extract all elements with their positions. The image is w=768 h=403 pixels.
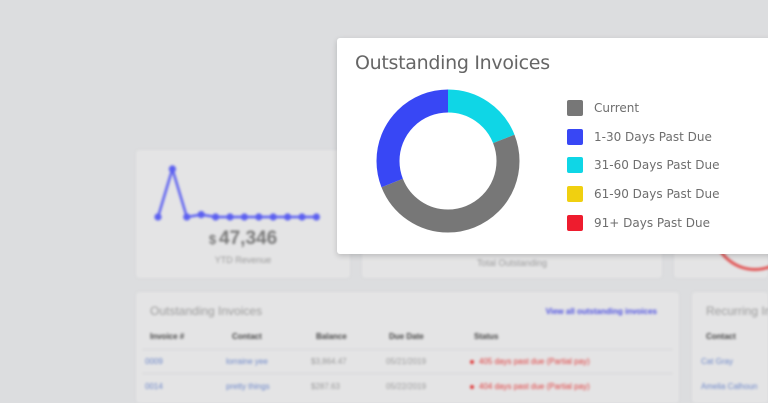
legend-item[interactable]: Current	[567, 94, 720, 123]
legend-item[interactable]: 31-60 Days Past Due	[567, 151, 720, 180]
invoice-number-link[interactable]: 0014	[145, 382, 163, 391]
donut-segment[interactable]	[376, 89, 520, 233]
legend-item[interactable]: 61-90 Days Past Due	[567, 180, 720, 209]
legend-label: 1-30 Days Past Due	[594, 129, 712, 144]
legend-swatch-icon	[567, 157, 583, 174]
legend-item[interactable]: 91+ Days Past Due	[567, 208, 720, 237]
col-invoice[interactable]: Invoice #	[150, 332, 185, 341]
balance: $3,864.47	[311, 357, 347, 366]
contact-link[interactable]: lorraine yee	[226, 357, 268, 366]
col-balance[interactable]: Balance	[316, 332, 347, 341]
legend-swatch-icon	[567, 100, 583, 117]
donut-chart	[376, 89, 520, 233]
recurring-contact-link[interactable]: Amelia Calhoun	[701, 382, 758, 391]
table-title: Outstanding Invoices	[150, 304, 263, 318]
recurring-invoices-card: Recurring In Contact Cat Gray Amelia Cal…	[692, 292, 768, 403]
outstanding-invoices-table-card: Outstanding Invoices View all outstandin…	[136, 292, 679, 403]
col-contact[interactable]: Contact	[232, 332, 262, 341]
status-dot-icon	[470, 384, 474, 389]
popup-title: Outstanding Invoices	[355, 52, 550, 74]
status-badge: 405 days past due (Partial pay)	[470, 357, 590, 366]
legend-label: 91+ Days Past Due	[594, 215, 710, 230]
view-all-outstanding-link[interactable]: View all outstanding invoices	[545, 307, 657, 316]
legend-swatch-icon	[567, 128, 583, 145]
due-date: 05/22/2019	[386, 382, 427, 391]
legend-item[interactable]: 1-30 Days Past Due	[567, 123, 720, 152]
status-badge: 404 days past due (Partial pay)	[470, 382, 590, 391]
chart-legend: Current 1-30 Days Past Due 31-60 Days Past…	[567, 94, 720, 237]
outstanding-invoices-popup: Outstanding Invoices Current 1-30 Days Pa…	[337, 38, 768, 254]
recurring-title: Recurring In	[706, 304, 768, 318]
contact-link[interactable]: pretty things	[226, 382, 270, 391]
ytd-revenue-amount: $47,346	[208, 228, 278, 249]
legend-label: 61-90 Days Past Due	[594, 187, 720, 202]
due-date: 05/21/2019	[386, 357, 427, 366]
legend-label: Current	[594, 101, 640, 116]
legend-label: 31-60 Days Past Due	[594, 158, 720, 173]
revenue-sparkline	[154, 164, 320, 221]
divider	[142, 373, 673, 374]
total-outstanding-label: Total Outstanding	[476, 258, 548, 268]
status-dot-icon	[470, 359, 474, 364]
invoice-number-link[interactable]: 0009	[145, 357, 163, 366]
balance: $287.63	[311, 382, 340, 391]
ytd-revenue-label: YTD Revenue	[214, 255, 272, 265]
col-status[interactable]: Status	[474, 332, 499, 341]
legend-swatch-icon	[567, 186, 583, 203]
recurring-contact-link[interactable]: Cat Gray	[701, 357, 734, 366]
col-due-date[interactable]: Due Date	[389, 332, 424, 341]
col-contact[interactable]: Contact	[706, 332, 736, 341]
ytd-revenue-card: $47,346 YTD Revenue	[136, 150, 350, 278]
divider	[142, 349, 673, 350]
donut-segment[interactable]	[376, 89, 520, 233]
legend-swatch-icon	[567, 214, 583, 231]
